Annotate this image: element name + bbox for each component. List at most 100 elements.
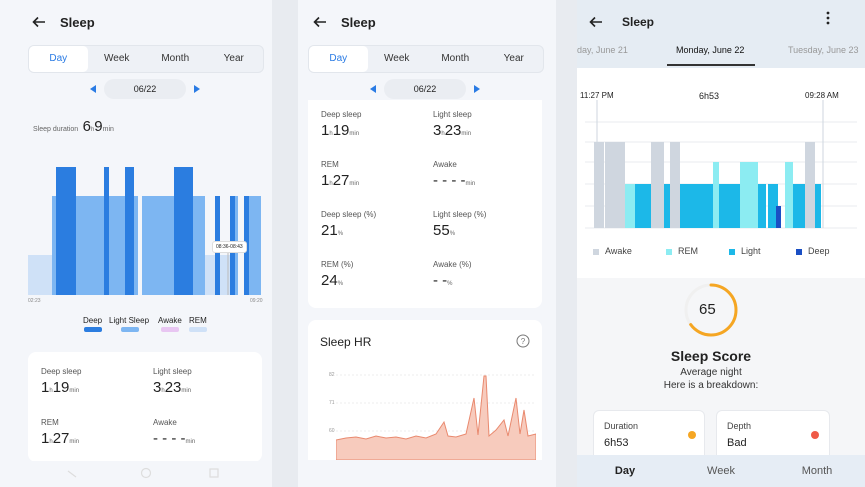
light-block [815, 184, 821, 228]
deep-block [125, 167, 134, 295]
time-start: 02:23 [28, 298, 41, 304]
legend-awake: Awake [593, 246, 632, 256]
awake-label: Awake [433, 160, 457, 169]
light-block [664, 184, 670, 228]
tab-month[interactable]: Month [441, 53, 470, 64]
rem-block [625, 184, 635, 228]
score-sub-2: Here is a breakdown: [663, 380, 759, 391]
stats-card: Deep sleep 1h19min Light sleep 3h23min R… [308, 100, 542, 308]
date-display: 06/22 [384, 79, 466, 99]
date-current[interactable]: Monday, June 22 [676, 45, 745, 55]
legend-awake: Awake [158, 316, 182, 325]
more-options-icon[interactable] [825, 11, 831, 25]
top-bar: Sleep [298, 0, 556, 44]
score-ring [684, 283, 738, 337]
light-block [109, 196, 125, 295]
tab-month[interactable]: Month [161, 53, 190, 64]
prev-date-icon[interactable] [90, 85, 96, 93]
tab-week[interactable]: Week [707, 465, 735, 477]
rem-block [28, 255, 52, 295]
hr-tick: 71 [329, 400, 335, 406]
deep-sleep-value: 1h19min [321, 122, 360, 139]
sleep-stage-chart [28, 167, 261, 295]
tab-day[interactable]: Day [614, 465, 636, 477]
legend-deep: Deep [83, 316, 103, 325]
awake-block [805, 142, 815, 228]
light-sleep-value: 3h23min [433, 122, 472, 139]
deep-sleep-value: 1h19min [41, 379, 80, 396]
awake-block [670, 142, 680, 228]
duration-card-label: Duration [604, 421, 639, 431]
awake-pct-label: Awake (%) [433, 260, 472, 269]
period-selector: Day Week Month Year [28, 45, 264, 73]
light-block [793, 184, 805, 228]
sleep-hr-title: Sleep HR [320, 335, 372, 349]
nav-recents-icon[interactable] [208, 467, 220, 479]
nav-back-icon[interactable] [66, 469, 78, 479]
tab-week[interactable]: Week [104, 53, 130, 64]
light-block [720, 184, 740, 228]
status-dot-icon [688, 431, 696, 439]
awake-pct-value: - -% [433, 272, 453, 289]
bottom-tabs: Day Week Month [577, 455, 865, 487]
deep-block [104, 167, 109, 295]
legend-deep: Deep [796, 246, 830, 256]
back-arrow-icon[interactable] [32, 15, 46, 29]
light-sleep-label: Light sleep [153, 367, 192, 376]
page-title: Sleep [622, 15, 655, 29]
rem-value: 1h27min [321, 172, 360, 189]
rem-value: 1h27min [41, 430, 80, 447]
next-date-icon[interactable] [474, 85, 480, 93]
awake-value: - - - -min [153, 430, 196, 447]
duration-card-value: 6h53 [604, 437, 629, 449]
nav-home-icon[interactable] [140, 467, 152, 479]
legend-deep-swatch [84, 327, 102, 332]
duration-card[interactable]: Duration 6h53 [593, 410, 705, 462]
sleep-duration: Sleep duration 6h9min [33, 118, 114, 136]
sleep-score-title: Sleep Score [670, 348, 752, 364]
tab-month[interactable]: Month [801, 465, 833, 477]
next-date-icon[interactable] [194, 85, 200, 93]
legend-light-swatch [121, 327, 139, 332]
status-dot-icon [811, 431, 819, 439]
hr-tick: 82 [329, 372, 335, 378]
page-title: Sleep [341, 14, 376, 30]
sleep-hr-chart [336, 374, 536, 460]
tab-week[interactable]: Week [384, 53, 410, 64]
light-block [134, 196, 138, 295]
deep-pct-value: 21% [321, 222, 344, 239]
light-pct-label: Light sleep (%) [433, 210, 487, 219]
depth-card[interactable]: Depth Bad [716, 410, 830, 462]
sleep-panel-2: Sleep Day Week Month Year 06/22 Deep sle… [298, 0, 556, 487]
tab-year[interactable]: Year [223, 53, 244, 64]
back-arrow-icon[interactable] [313, 15, 327, 29]
awake-value: - - - -min [433, 172, 476, 189]
light-pct-value: 55% [433, 222, 456, 239]
stats-card: Deep sleep 1h19min Light sleep 3h23min R… [28, 352, 262, 462]
awake-label: Awake [153, 418, 177, 427]
light-sleep-value: 3h23min [153, 379, 192, 396]
sleep-score-value: 65 [699, 301, 716, 318]
legend-rem-swatch [666, 248, 672, 255]
deep-sleep-label: Deep sleep [321, 110, 362, 119]
rem-block [740, 162, 758, 228]
date-next[interactable]: Tuesday, June 23 [788, 45, 859, 55]
time-end: 09:28 AM [805, 91, 839, 100]
deep-block [174, 167, 193, 295]
sleep-panel-1: Sleep Day Week Month Year 06/22 Sleep du… [0, 0, 272, 487]
rem-block [785, 162, 793, 228]
tab-year[interactable]: Year [503, 53, 524, 64]
tab-day[interactable]: Day [309, 46, 368, 72]
duration-label: Sleep duration [33, 126, 79, 133]
back-arrow-icon[interactable] [589, 15, 603, 29]
period-selector: Day Week Month Year [308, 45, 544, 73]
prev-date-icon[interactable] [370, 85, 376, 93]
tab-day[interactable]: Day [29, 46, 88, 72]
date-prev[interactable]: Sunday, June 21 [577, 45, 628, 55]
light-block [758, 184, 766, 228]
awake-block [651, 142, 664, 228]
legend-rem: REM [666, 246, 698, 256]
light-block [635, 184, 651, 228]
light-block [76, 196, 108, 295]
help-icon[interactable]: ? [516, 334, 530, 348]
